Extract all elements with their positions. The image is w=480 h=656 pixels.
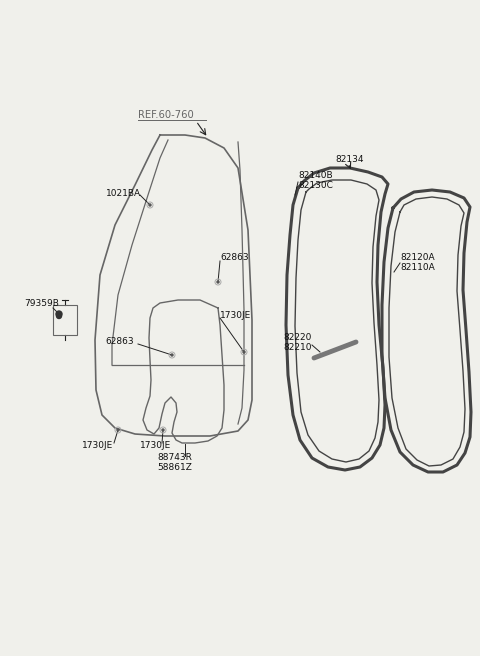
Circle shape bbox=[243, 351, 245, 353]
Circle shape bbox=[149, 204, 151, 206]
Bar bbox=[53, 305, 77, 335]
Circle shape bbox=[217, 281, 219, 283]
Circle shape bbox=[56, 311, 62, 317]
Text: 62863: 62863 bbox=[105, 337, 133, 346]
Circle shape bbox=[117, 429, 119, 431]
Circle shape bbox=[171, 354, 173, 356]
Text: 62863: 62863 bbox=[220, 253, 249, 262]
Circle shape bbox=[162, 429, 164, 431]
Text: 82134: 82134 bbox=[335, 155, 363, 165]
Circle shape bbox=[57, 314, 61, 319]
Text: 82210: 82210 bbox=[283, 344, 312, 352]
Text: 82110A: 82110A bbox=[400, 264, 435, 272]
Text: 82220: 82220 bbox=[283, 333, 312, 342]
Text: 82120A: 82120A bbox=[400, 253, 434, 262]
Text: 82130C: 82130C bbox=[298, 180, 333, 190]
Text: 58861Z: 58861Z bbox=[157, 464, 192, 472]
Text: 1730JE: 1730JE bbox=[82, 440, 113, 449]
Text: 1730JE: 1730JE bbox=[140, 440, 171, 449]
Text: 79359B: 79359B bbox=[24, 298, 59, 308]
Text: REF.60-760: REF.60-760 bbox=[138, 110, 194, 120]
Text: 1730JE: 1730JE bbox=[220, 310, 251, 319]
Text: 82140B: 82140B bbox=[298, 171, 333, 180]
Text: 88743R: 88743R bbox=[157, 453, 192, 462]
Text: 1021BA: 1021BA bbox=[106, 188, 141, 197]
